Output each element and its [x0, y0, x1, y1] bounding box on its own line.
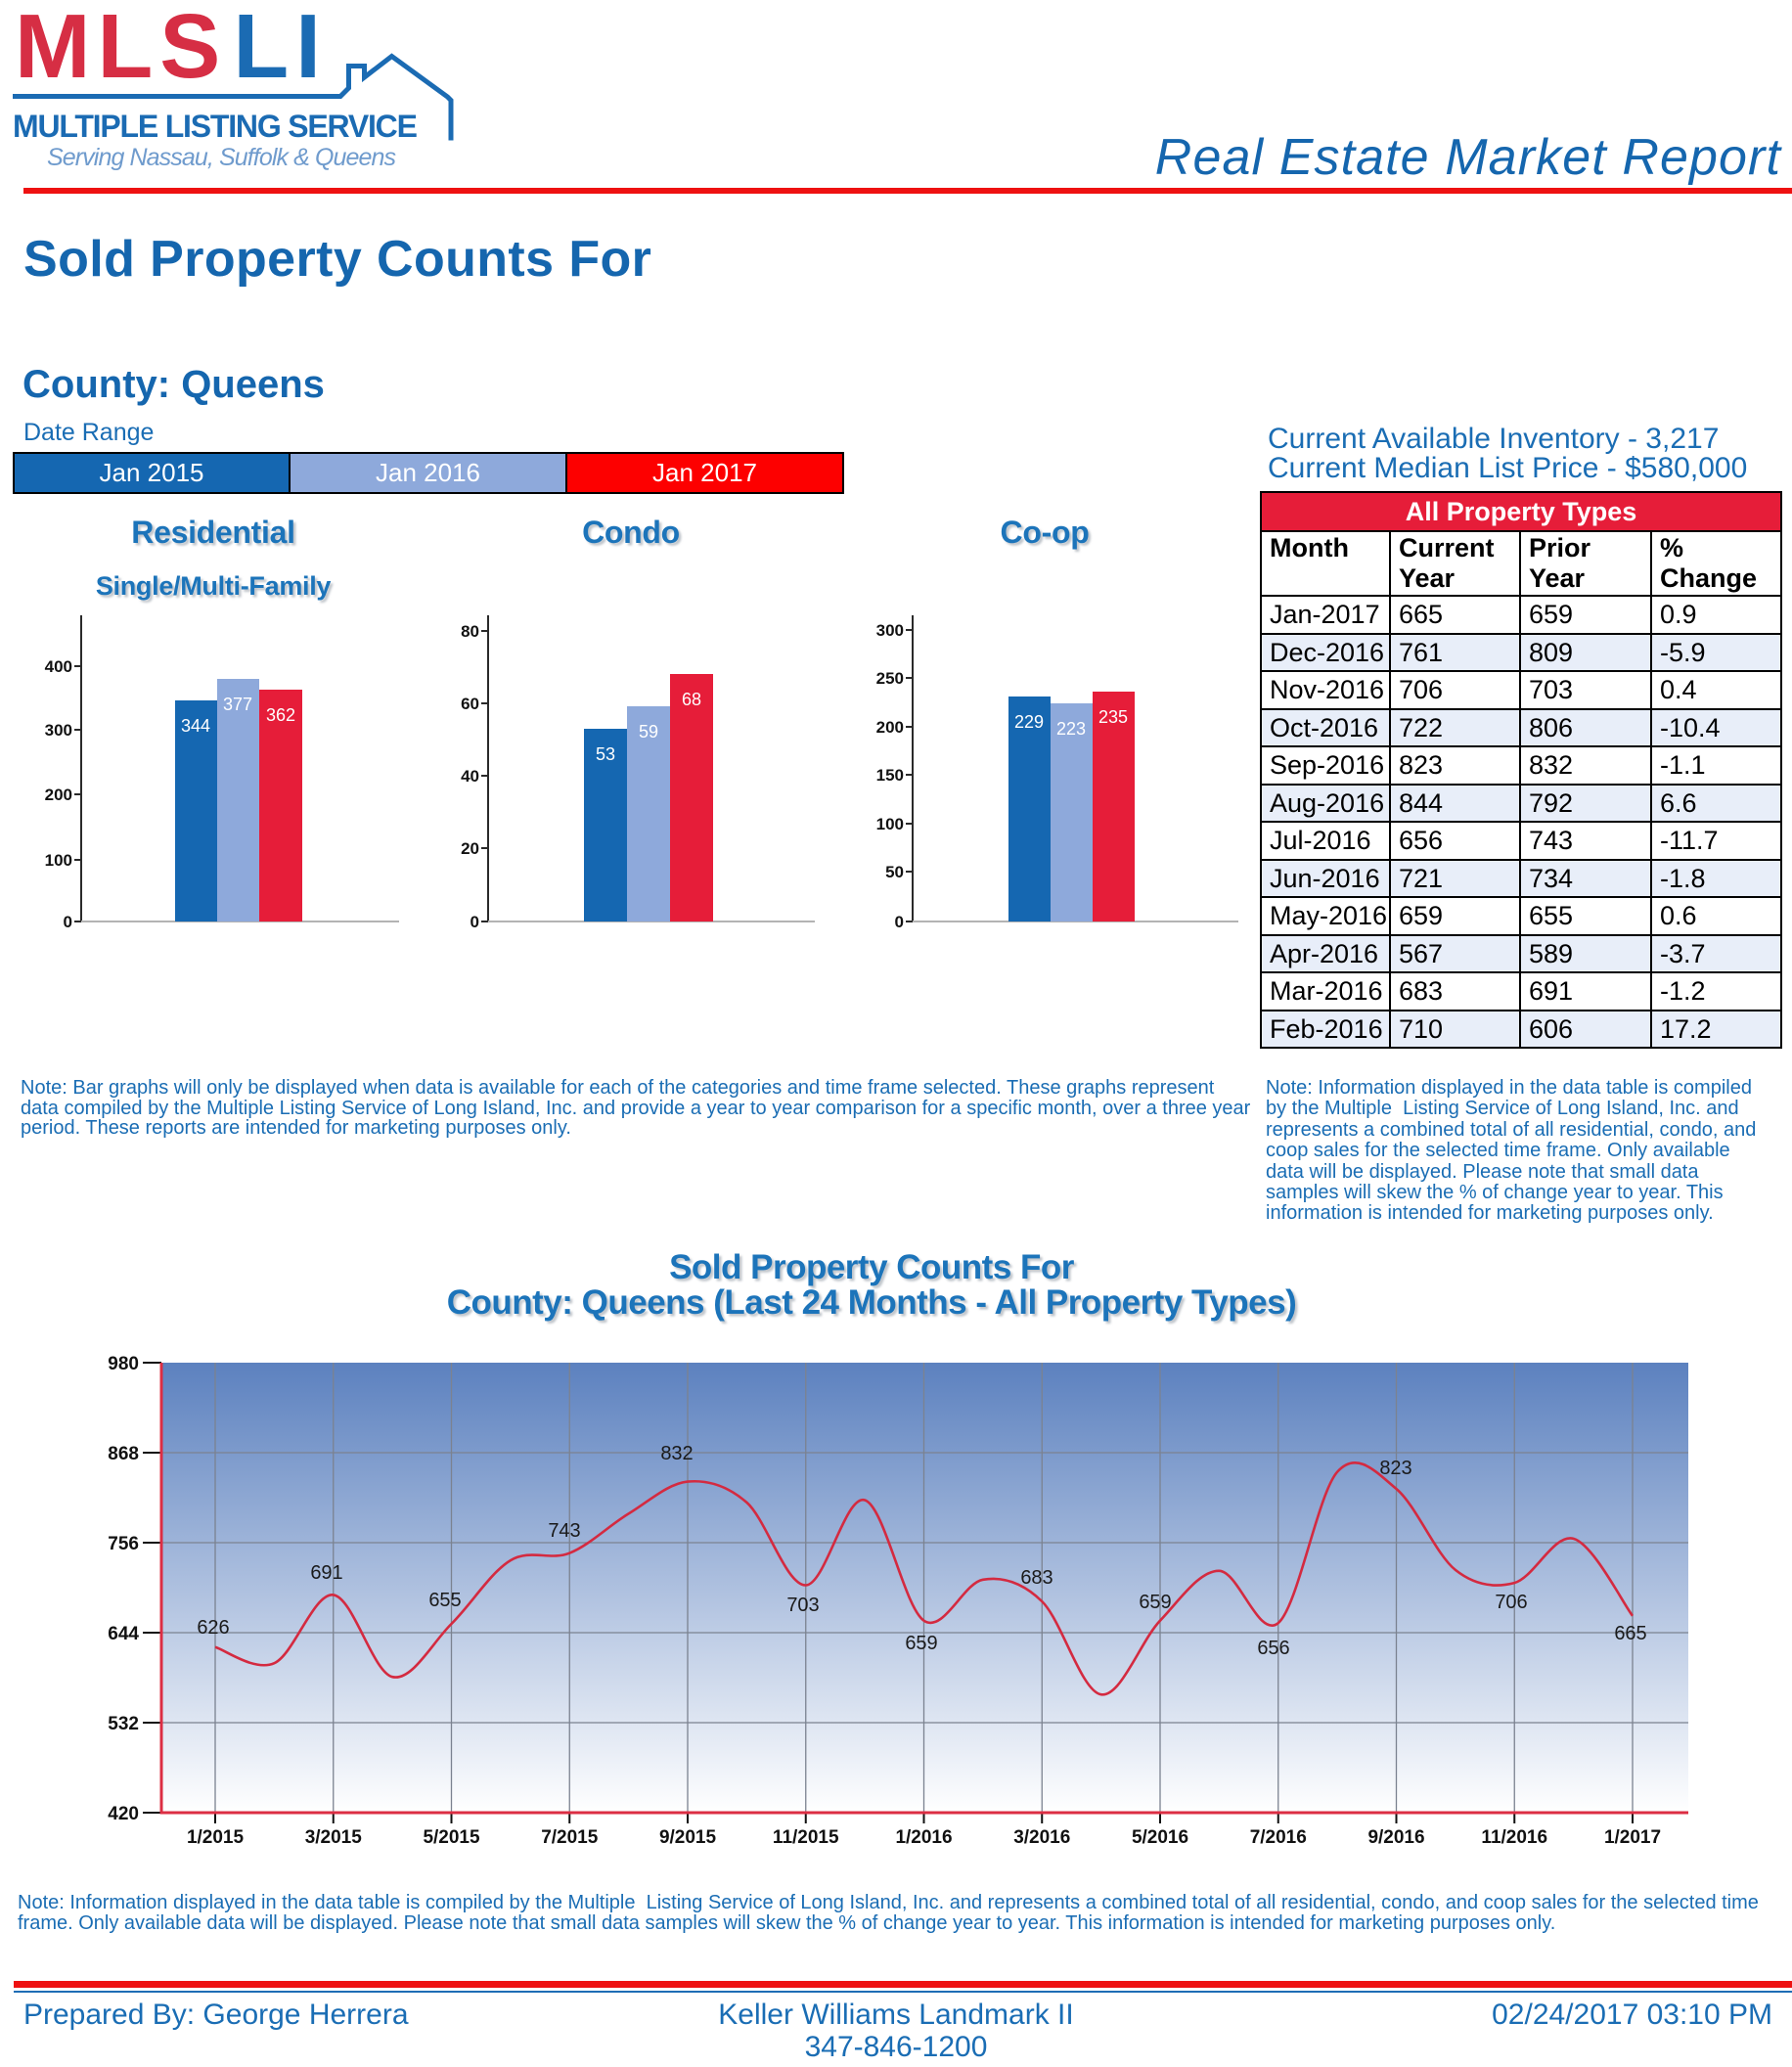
- svg-text:5/2015: 5/2015: [423, 1827, 480, 1848]
- svg-text:980: 980: [108, 1354, 139, 1374]
- svg-text:756: 756: [108, 1534, 139, 1554]
- svg-text:60: 60: [461, 695, 479, 713]
- svg-text:80: 80: [461, 622, 479, 641]
- svg-text:344: 344: [181, 716, 210, 736]
- svg-text:377: 377: [223, 695, 252, 714]
- svg-text:743: 743: [548, 1520, 580, 1542]
- svg-text:665: 665: [1614, 1623, 1646, 1644]
- svg-text:706: 706: [1495, 1592, 1527, 1613]
- svg-text:11/2015: 11/2015: [773, 1827, 839, 1848]
- svg-text:1/2017: 1/2017: [1604, 1827, 1661, 1848]
- svg-text:53: 53: [596, 744, 615, 764]
- svg-text:1/2015: 1/2015: [187, 1827, 245, 1848]
- svg-text:235: 235: [1098, 707, 1128, 727]
- svg-text:229: 229: [1014, 712, 1044, 732]
- svg-text:100: 100: [876, 815, 904, 833]
- svg-text:823: 823: [1379, 1458, 1411, 1479]
- svg-text:400: 400: [45, 657, 72, 676]
- svg-text:59: 59: [639, 722, 658, 741]
- svg-text:832: 832: [660, 1443, 693, 1464]
- svg-text:9/2015: 9/2015: [659, 1827, 717, 1848]
- svg-text:5/2016: 5/2016: [1132, 1827, 1188, 1848]
- svg-text:200: 200: [45, 786, 72, 804]
- svg-text:362: 362: [266, 705, 295, 725]
- svg-text:659: 659: [1139, 1592, 1171, 1613]
- svg-text:626: 626: [197, 1617, 229, 1639]
- svg-text:691: 691: [310, 1562, 342, 1584]
- svg-text:40: 40: [461, 767, 479, 786]
- svg-text:300: 300: [876, 621, 904, 640]
- svg-text:20: 20: [461, 839, 479, 858]
- svg-text:9/2016: 9/2016: [1367, 1827, 1424, 1848]
- svg-text:0: 0: [470, 913, 479, 931]
- svg-text:200: 200: [876, 718, 904, 737]
- svg-text:0: 0: [64, 913, 72, 931]
- svg-text:150: 150: [876, 766, 904, 785]
- svg-text:50: 50: [885, 863, 904, 881]
- svg-text:703: 703: [786, 1595, 819, 1616]
- svg-text:300: 300: [45, 721, 72, 740]
- svg-text:420: 420: [108, 1804, 139, 1824]
- svg-text:659: 659: [905, 1633, 937, 1654]
- svg-text:868: 868: [108, 1444, 139, 1464]
- svg-text:68: 68: [682, 690, 701, 709]
- svg-text:11/2016: 11/2016: [1481, 1827, 1547, 1848]
- svg-text:1/2016: 1/2016: [895, 1827, 952, 1848]
- svg-text:683: 683: [1020, 1567, 1053, 1589]
- svg-text:532: 532: [108, 1714, 139, 1734]
- svg-text:7/2015: 7/2015: [541, 1827, 599, 1848]
- svg-text:656: 656: [1257, 1638, 1289, 1659]
- svg-text:250: 250: [876, 669, 904, 688]
- svg-text:3/2016: 3/2016: [1013, 1827, 1070, 1848]
- svg-text:655: 655: [428, 1590, 461, 1611]
- svg-text:100: 100: [45, 851, 72, 870]
- svg-text:3/2015: 3/2015: [305, 1827, 363, 1848]
- svg-text:0: 0: [895, 913, 904, 931]
- svg-text:644: 644: [108, 1624, 139, 1644]
- svg-text:223: 223: [1056, 719, 1086, 739]
- svg-text:7/2016: 7/2016: [1250, 1827, 1307, 1848]
